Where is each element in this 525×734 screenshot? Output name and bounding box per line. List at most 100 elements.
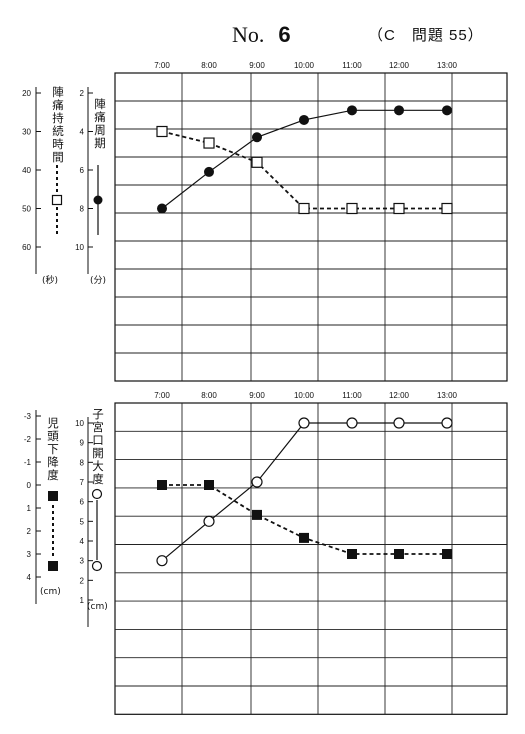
data-point-upper xyxy=(298,202,310,215)
series-line-upper-1 xyxy=(161,109,447,209)
left-axis-tick-label-upper: 30 xyxy=(22,128,31,137)
right-axis-label-char-upper: 痛 xyxy=(94,110,106,124)
data-point-upper xyxy=(347,105,357,116)
left-axis-unit-lower: (cm) xyxy=(40,587,61,597)
data-point-lower xyxy=(157,480,167,490)
data-point-lower xyxy=(346,417,358,429)
left-axis-tick-label-lower: 4 xyxy=(27,573,32,582)
left-axis-label-char-lower: 度 xyxy=(47,468,59,482)
data-point-upper xyxy=(299,114,309,125)
time-label-upper: 12:00 xyxy=(389,61,410,70)
time-label-lower: 7:00 xyxy=(154,391,170,400)
left-legend-marker-upper xyxy=(51,194,63,206)
data-point-upper xyxy=(203,137,215,149)
data-point-lower xyxy=(299,532,309,543)
left-legend-marker-lower xyxy=(48,491,58,501)
left-axis-label-char-upper: 間 xyxy=(52,150,64,164)
left-axis-label-char-lower: 児 xyxy=(47,416,59,430)
left-axis-tick-label-lower: 0 xyxy=(27,481,32,490)
left-axis-tick-label-lower: 2 xyxy=(27,527,32,536)
left-axis-label-char-lower: 下 xyxy=(47,442,59,456)
right-axis-tick-label-lower: 2 xyxy=(80,576,85,585)
right-axis-tick-label-lower: 4 xyxy=(80,537,85,546)
data-point-upper xyxy=(393,202,405,215)
right-axis-label-char-upper: 期 xyxy=(94,136,106,150)
left-axis-tick-label-lower: 3 xyxy=(27,550,32,559)
left-axis-label-char-upper: 痛 xyxy=(52,98,64,112)
data-point-lower xyxy=(252,509,262,520)
left-axis-label-char-upper: 持 xyxy=(52,111,64,125)
right-axis-label-char-lower: 開 xyxy=(92,446,104,460)
left-axis-tick-label-lower: -3 xyxy=(24,412,32,421)
page-number: No. 6 xyxy=(232,22,291,48)
data-point-upper xyxy=(394,105,404,116)
right-axis-tick-label-upper: 4 xyxy=(80,128,85,137)
right-legend-marker-end-lower xyxy=(91,560,103,572)
right-axis-tick-label-lower: 8 xyxy=(80,458,85,467)
data-point-lower xyxy=(298,417,310,429)
right-axis-label-char-upper: 陣 xyxy=(94,97,106,111)
time-label-upper: 10:00 xyxy=(294,61,315,70)
left-axis-tick-label-lower: 1 xyxy=(27,504,32,513)
right-axis-label-char-lower: 大 xyxy=(92,459,104,473)
right-legend-marker-lower xyxy=(91,488,103,500)
left-axis-label-char-lower: 頭 xyxy=(47,429,59,443)
right-axis-tick-label-lower: 1 xyxy=(80,596,85,605)
number-value: 6 xyxy=(278,22,291,47)
data-point-lower xyxy=(156,555,168,567)
data-point-upper xyxy=(442,105,452,116)
data-point-lower xyxy=(347,549,357,559)
time-label-lower: 10:00 xyxy=(294,391,315,400)
right-axis-label-char-lower: 宮 xyxy=(92,420,104,434)
left-axis-tick-label-lower: -1 xyxy=(24,458,32,467)
time-label-lower: 8:00 xyxy=(201,391,217,400)
left-axis-label-char-upper: 陣 xyxy=(52,85,64,99)
data-point-lower xyxy=(394,549,404,559)
right-axis-tick-label-upper: 2 xyxy=(80,89,85,98)
data-point-lower xyxy=(203,515,215,527)
number-label: No. xyxy=(232,22,265,47)
data-point-lower xyxy=(393,417,405,429)
data-point-upper xyxy=(346,202,358,215)
right-axis-tick-label-lower: 6 xyxy=(80,498,85,507)
right-axis-tick-label-upper: 8 xyxy=(80,205,85,214)
data-point-upper xyxy=(156,125,168,138)
data-point-lower xyxy=(204,480,214,490)
time-label-upper: 11:00 xyxy=(342,61,362,70)
problem-label: （C 問題 55） xyxy=(368,27,484,44)
data-point-upper xyxy=(251,156,263,168)
right-axis-tick-label-lower: 10 xyxy=(75,419,84,428)
right-axis-tick-label-lower: 9 xyxy=(80,439,85,448)
right-axis-label-char-lower: 度 xyxy=(92,472,104,486)
left-axis-label-char-upper: 続 xyxy=(52,124,64,138)
right-axis-tick-label-lower: 5 xyxy=(80,517,85,526)
left-axis-label-char-upper: 時 xyxy=(52,137,64,151)
left-axis-tick-label-upper: 60 xyxy=(22,243,31,252)
time-label-upper: 7:00 xyxy=(154,61,170,70)
time-label-upper: 9:00 xyxy=(249,61,265,70)
left-axis-tick-label-upper: 40 xyxy=(22,166,31,175)
right-axis-unit-lower: (cm) xyxy=(87,602,108,612)
right-axis-unit-upper: (分) xyxy=(90,275,106,286)
time-label-lower: 13:00 xyxy=(437,391,458,400)
time-label-lower: 9:00 xyxy=(249,391,265,400)
data-point-upper xyxy=(252,132,262,143)
data-point-lower xyxy=(442,549,452,559)
time-label-lower: 12:00 xyxy=(389,391,410,400)
left-axis-tick-label-lower: -2 xyxy=(24,435,32,444)
data-point-upper xyxy=(441,202,453,215)
right-axis-tick-label-upper: 10 xyxy=(75,243,84,252)
right-axis-label-char-lower: 口 xyxy=(92,433,104,447)
data-point-lower xyxy=(441,417,453,429)
chart-frame-upper xyxy=(114,72,508,382)
left-axis-label-char-lower: 降 xyxy=(47,455,59,469)
right-axis-label-char-upper: 周 xyxy=(94,123,106,137)
data-point-upper xyxy=(157,203,167,214)
left-legend-marker-end-lower xyxy=(48,561,58,571)
time-label-upper: 13:00 xyxy=(437,61,458,70)
chart-frame-lower xyxy=(114,402,508,715)
right-axis-tick-label-lower: 3 xyxy=(80,557,85,566)
right-legend-marker-upper xyxy=(93,195,103,205)
right-axis-label-char-lower: 子 xyxy=(92,407,104,421)
